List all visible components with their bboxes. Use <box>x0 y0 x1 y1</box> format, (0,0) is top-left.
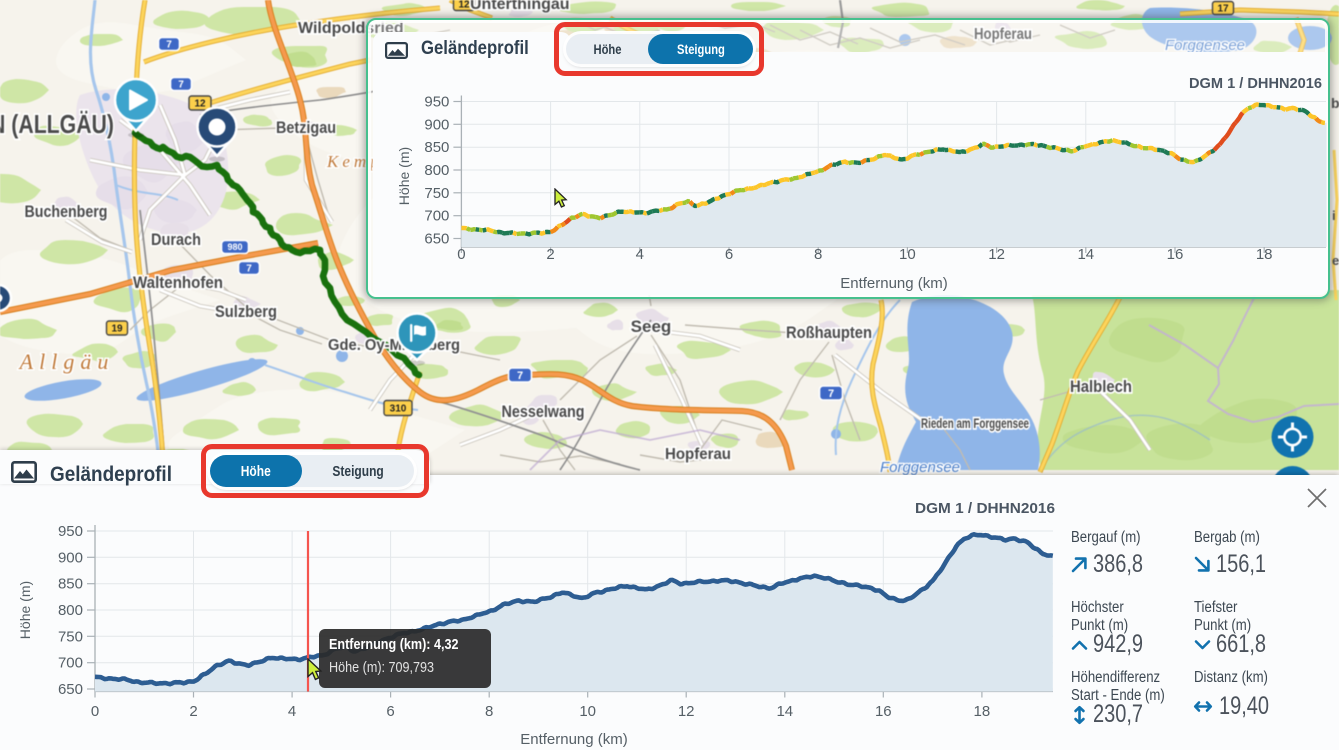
svg-text:750: 750 <box>424 185 449 202</box>
svg-text:Unterthingau: Unterthingau <box>470 0 570 13</box>
svg-text:2: 2 <box>546 246 554 263</box>
svg-text:950: 950 <box>424 94 449 111</box>
svg-text:900: 900 <box>58 549 83 566</box>
svg-text:i: i <box>1332 208 1336 223</box>
svg-text:Durach: Durach <box>151 230 201 249</box>
svg-text:310: 310 <box>390 404 407 415</box>
svg-text:DGM 1 / DHHN2016: DGM 1 / DHHN2016 <box>1189 75 1322 92</box>
svg-text:19: 19 <box>111 324 123 335</box>
svg-text:700: 700 <box>424 208 449 225</box>
svg-text:Sulzberg: Sulzberg <box>215 302 277 321</box>
svg-text:Betzigau: Betzigau <box>276 118 336 137</box>
svg-text:850: 850 <box>424 139 449 156</box>
svg-text:900: 900 <box>424 116 449 133</box>
svg-text:10: 10 <box>899 246 916 263</box>
svg-text:4: 4 <box>636 246 644 263</box>
svg-text:8: 8 <box>814 246 822 263</box>
svg-text:2: 2 <box>189 703 197 720</box>
svg-text:Entfernung (km): Entfernung (km) <box>840 275 948 292</box>
svg-text:N (ALLGÄU): N (ALLGÄU) <box>0 109 114 139</box>
svg-text:12: 12 <box>458 0 470 11</box>
svg-text:Roßhaupten: Roßhaupten <box>786 323 872 342</box>
svg-text:650: 650 <box>58 681 83 698</box>
svg-text:800: 800 <box>424 162 449 179</box>
svg-text:950: 950 <box>58 523 83 540</box>
svg-text:850: 850 <box>58 576 83 593</box>
svg-text:7: 7 <box>178 80 184 91</box>
svg-text:18: 18 <box>1256 246 1273 263</box>
svg-text:Rieden am Forggensee: Rieden am Forggensee <box>921 416 1029 431</box>
svg-text:4: 4 <box>288 703 296 720</box>
svg-text:7: 7 <box>828 388 834 400</box>
svg-text:Seeg: Seeg <box>631 317 672 336</box>
svg-text:Halblech: Halblech <box>1070 377 1132 396</box>
svg-text:Hopferau: Hopferau <box>665 446 731 463</box>
svg-text:17: 17 <box>1217 4 1229 15</box>
svg-text:16: 16 <box>1167 246 1184 263</box>
svg-text:12: 12 <box>988 246 1005 263</box>
svg-text:12: 12 <box>194 99 206 110</box>
svg-text:7: 7 <box>517 370 523 382</box>
svg-text:Waltenhofen: Waltenhofen <box>133 273 223 292</box>
svg-text:Nesselwang: Nesselwang <box>502 402 585 421</box>
svg-text:DGM 1 / DHHN2016: DGM 1 / DHHN2016 <box>915 500 1055 517</box>
svg-text:800: 800 <box>58 602 83 619</box>
svg-text:0: 0 <box>457 246 465 263</box>
svg-text:10: 10 <box>579 703 596 720</box>
svg-text:7: 7 <box>246 264 252 275</box>
svg-text:18: 18 <box>974 703 991 720</box>
svg-text:Gde. Oy-Mittelberg: Gde. Oy-Mittelberg <box>328 337 460 354</box>
svg-text:Allgäu: Allgäu <box>18 349 115 374</box>
svg-text:16: 16 <box>875 703 892 720</box>
svg-text:e: e <box>1332 253 1339 268</box>
svg-text:650: 650 <box>424 231 449 248</box>
svg-text:Forggensee: Forggensee <box>880 459 960 476</box>
svg-text:6: 6 <box>725 246 733 263</box>
svg-text:Höhe (m): Höhe (m) <box>396 147 412 205</box>
svg-text:Hopferau: Hopferau <box>974 26 1032 43</box>
svg-text:Höhe (m): Höhe (m) <box>17 581 33 639</box>
svg-text:0: 0 <box>91 703 99 720</box>
svg-text:7: 7 <box>166 40 172 51</box>
svg-text:980: 980 <box>227 242 242 252</box>
svg-text:14: 14 <box>1077 246 1094 263</box>
svg-text:6: 6 <box>386 703 394 720</box>
svg-text:750: 750 <box>58 628 83 645</box>
svg-text:14: 14 <box>776 703 793 720</box>
svg-text:Forggensee: Forggensee <box>1165 37 1245 54</box>
svg-text:Entfernung (km): Entfernung (km) <box>520 731 628 748</box>
svg-text:700: 700 <box>58 655 83 672</box>
svg-text:8: 8 <box>485 703 493 720</box>
svg-text:12: 12 <box>678 703 695 720</box>
svg-text:b: b <box>1331 95 1339 111</box>
svg-text:Buchenberg: Buchenberg <box>25 202 108 221</box>
